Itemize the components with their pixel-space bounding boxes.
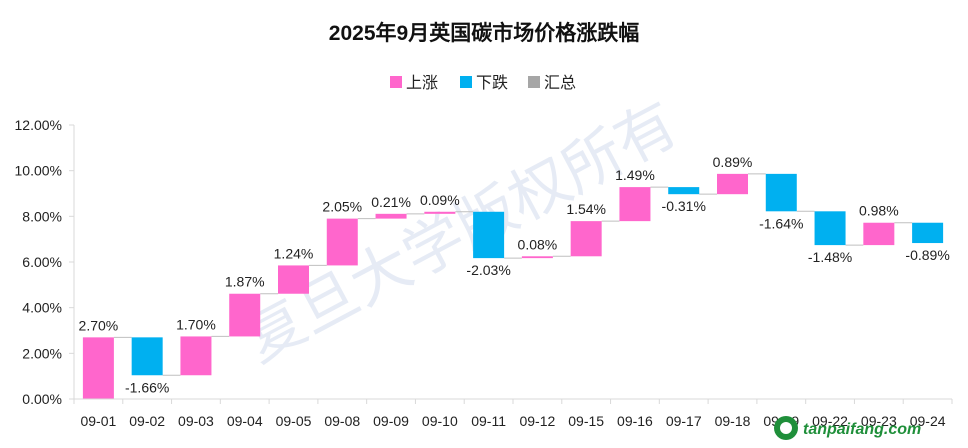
legend-swatch-1 <box>460 76 472 88</box>
bar-09-16 <box>619 187 651 222</box>
bar-09-24 <box>912 222 944 244</box>
data-label-09-01: 2.70% <box>79 317 119 333</box>
bar-09-17 <box>668 187 700 195</box>
data-label-09-18: 0.89% <box>713 154 753 170</box>
watermark: 复旦大学版权所有 <box>232 89 689 376</box>
data-label-09-03: 1.70% <box>176 316 216 332</box>
y-tick-label-6: 12.00% <box>15 117 62 133</box>
data-label-09-02: -1.66% <box>125 379 169 395</box>
x-tick-label-17: 09-24 <box>910 413 946 429</box>
legend-label-1: 下跌 <box>476 74 508 92</box>
x-tick-label-9: 09-12 <box>519 413 555 429</box>
x-tick-label-10: 09-15 <box>568 413 604 429</box>
x-tick-label-11: 09-16 <box>617 413 653 429</box>
x-tick-label-3: 09-04 <box>227 413 263 429</box>
connectors <box>113 173 913 376</box>
bar-09-18 <box>717 173 748 195</box>
x-tick-label-13: 09-18 <box>715 413 751 429</box>
x-tick-label-2: 09-03 <box>178 413 214 429</box>
data-label-09-11: -2.03% <box>466 262 510 278</box>
bar-09-04 <box>229 293 261 337</box>
x-tick-label-16: 09-23 <box>861 413 897 429</box>
bar-09-02 <box>131 337 163 376</box>
bar-09-11 <box>473 211 505 259</box>
bars <box>82 173 944 399</box>
data-label-09-23: 0.98% <box>859 203 899 219</box>
x-tick-label-15: 09-22 <box>812 413 848 429</box>
y-tick-label-2: 4.00% <box>22 300 62 316</box>
legend-swatch-2 <box>528 76 540 88</box>
chart-title: 2025年9月英国碳市场价格涨跌幅 <box>329 21 639 45</box>
data-label-09-04: 1.87% <box>225 274 265 290</box>
y-tick-label-5: 10.00% <box>15 163 62 179</box>
x-tick-label-7: 09-10 <box>422 413 458 429</box>
bar-09-10 <box>424 211 456 214</box>
data-label-09-19: -1.64% <box>759 215 803 231</box>
legend-swatch-0 <box>390 76 402 88</box>
bar-09-12 <box>521 256 553 259</box>
x-tick-label-1: 09-02 <box>129 413 165 429</box>
x-tick-label-12: 09-17 <box>666 413 702 429</box>
data-label-09-22: -1.48% <box>808 249 852 265</box>
bar-09-03 <box>180 336 212 376</box>
bar-09-09 <box>375 213 407 219</box>
brand-logo-icon-inner <box>780 422 792 434</box>
bar-09-05 <box>278 265 309 294</box>
bar-09-08 <box>326 218 358 266</box>
data-label-09-12: 0.08% <box>518 236 558 252</box>
brand-text: tanpaifang.com <box>803 421 921 438</box>
data-label-09-15: 1.54% <box>566 201 606 217</box>
bar-09-01 <box>82 337 114 399</box>
data-label-09-24: -0.89% <box>905 247 949 263</box>
x-tick-label-0: 09-01 <box>80 413 116 429</box>
y-tick-label-3: 6.00% <box>22 254 62 270</box>
legend-label-0: 上涨 <box>406 74 438 92</box>
y-tick-label-4: 8.00% <box>22 208 62 224</box>
data-label-09-17: -0.31% <box>662 198 706 214</box>
bar-09-22 <box>814 211 846 246</box>
bar-09-23 <box>863 222 895 246</box>
data-labels: 2.70% -1.66% 1.70% 1.87% 1.24% 2.05% 0.21% 0.09… <box>79 154 950 395</box>
brand-logo: tanpaifang.com <box>774 416 921 440</box>
data-label-09-10: 0.09% <box>420 192 460 208</box>
x-tick-label-5: 09-08 <box>324 413 360 429</box>
x-tick-label-6: 09-09 <box>373 413 409 429</box>
x-tick-label-8: 09-11 <box>471 413 506 429</box>
legend: 上涨 下跌 汇总 <box>390 74 576 92</box>
x-tick-label-4: 09-05 <box>276 413 312 429</box>
legend-label-2: 汇总 <box>544 74 576 92</box>
y-axis: 0.00% 2.00% 4.00% 6.00% 8.00% 10.00% 12.00% <box>15 117 75 407</box>
data-label-09-08: 2.05% <box>322 199 362 215</box>
y-tick-label-0: 0.00% <box>22 391 62 407</box>
bar-09-19 <box>765 173 797 212</box>
y-tick-label-1: 2.00% <box>22 345 62 361</box>
data-label-09-09: 0.21% <box>371 194 411 210</box>
data-label-09-16: 1.49% <box>615 167 655 183</box>
data-label-09-05: 1.24% <box>274 245 314 261</box>
bar-09-15 <box>570 221 602 257</box>
